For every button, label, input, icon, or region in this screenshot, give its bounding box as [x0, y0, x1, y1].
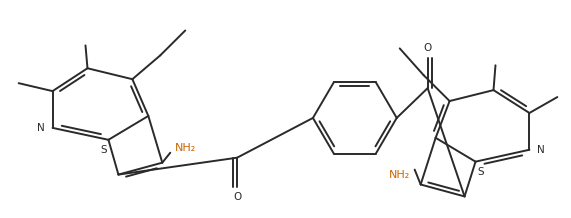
Text: O: O: [233, 192, 241, 203]
Text: S: S: [100, 145, 107, 155]
Text: S: S: [477, 167, 484, 177]
Text: N: N: [537, 145, 545, 155]
Text: N: N: [37, 123, 45, 133]
Text: NH₂: NH₂: [389, 170, 411, 180]
Text: NH₂: NH₂: [175, 143, 196, 153]
Text: O: O: [424, 43, 432, 53]
